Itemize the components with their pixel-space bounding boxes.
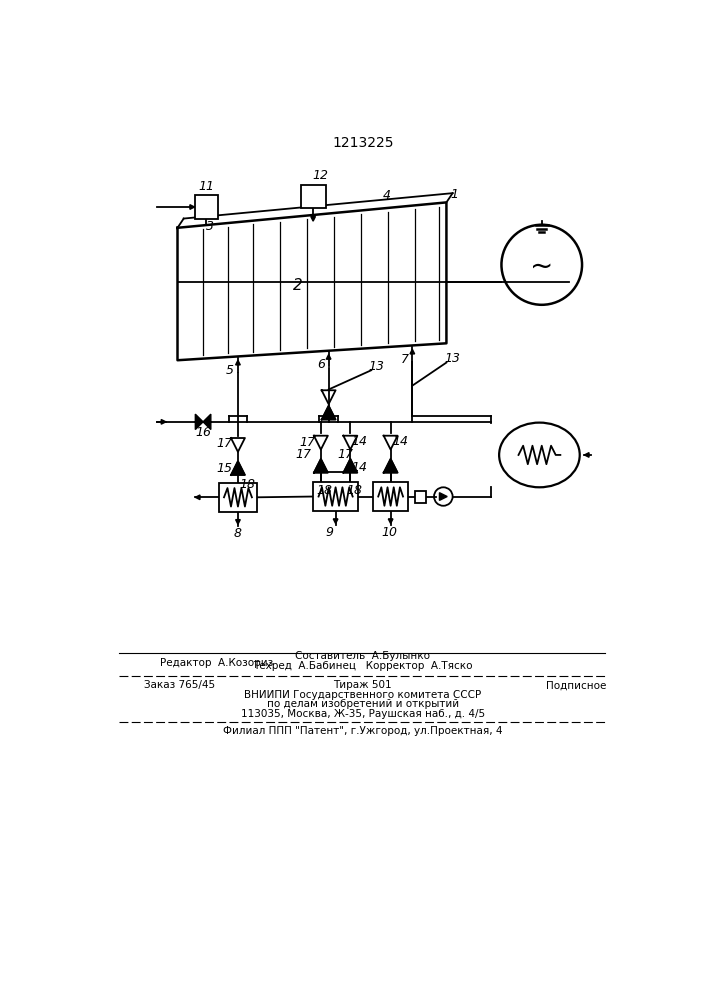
Polygon shape — [314, 459, 328, 473]
Text: 12: 12 — [313, 169, 329, 182]
Text: 10: 10 — [381, 526, 397, 539]
Text: Заказ 765/45: Заказ 765/45 — [144, 680, 216, 690]
Bar — [194, 195, 218, 219]
Text: Составитель  А.Булынко: Составитель А.Булынко — [296, 651, 431, 661]
Bar — [373, 482, 409, 511]
Polygon shape — [203, 414, 211, 430]
Polygon shape — [410, 349, 414, 354]
Text: 11: 11 — [198, 180, 214, 193]
Text: 1213225: 1213225 — [332, 136, 394, 150]
Polygon shape — [384, 459, 397, 473]
Text: 14: 14 — [392, 435, 408, 448]
Polygon shape — [585, 453, 589, 457]
Polygon shape — [161, 420, 166, 424]
Polygon shape — [231, 461, 245, 475]
Polygon shape — [235, 360, 240, 365]
Text: 17: 17 — [216, 437, 232, 450]
Bar — [300, 185, 325, 208]
Text: ~: ~ — [530, 252, 554, 280]
Text: Филиал ППП "Патент", г.Ужгород, ул.Проектная, 4: Филиал ППП "Патент", г.Ужгород, ул.Проек… — [223, 726, 503, 736]
Polygon shape — [322, 406, 336, 420]
Polygon shape — [195, 495, 200, 500]
Text: 8: 8 — [234, 527, 242, 540]
Text: Подписное: Подписное — [546, 680, 606, 690]
Text: 4: 4 — [382, 189, 391, 202]
Polygon shape — [311, 217, 315, 221]
Text: Техред  А.Бабинец   Корректор  А.Тяско: Техред А.Бабинец Корректор А.Тяско — [253, 661, 472, 671]
Text: Редактор  А.Козориз: Редактор А.Козориз — [160, 658, 273, 668]
Text: 15: 15 — [216, 462, 232, 475]
Text: 113035, Москва, Ж-35, Раушская наб., д. 4/5: 113035, Москва, Ж-35, Раушская наб., д. … — [240, 709, 485, 719]
Polygon shape — [388, 519, 393, 523]
Text: 18: 18 — [317, 484, 333, 497]
Text: 14: 14 — [351, 461, 368, 474]
Text: 17: 17 — [296, 448, 312, 461]
Bar — [313, 482, 358, 511]
Text: 3: 3 — [206, 220, 214, 233]
Text: ВНИИПИ Государственного комитета СССР: ВНИИПИ Государственного комитета СССР — [244, 690, 481, 700]
Polygon shape — [235, 520, 240, 524]
Polygon shape — [440, 493, 448, 500]
Text: по делам изобретений и открытий: по делам изобретений и открытий — [267, 699, 459, 709]
Bar — [218, 483, 257, 512]
Text: 17: 17 — [338, 448, 354, 461]
Text: 14: 14 — [351, 435, 368, 448]
Text: 9: 9 — [325, 526, 334, 539]
Text: 17: 17 — [299, 436, 315, 449]
Text: 13: 13 — [368, 360, 385, 373]
Bar — [414, 491, 426, 503]
Text: 1: 1 — [450, 188, 458, 201]
Text: 16: 16 — [195, 426, 211, 439]
Text: 6: 6 — [317, 358, 325, 371]
Text: 18: 18 — [239, 478, 255, 491]
Polygon shape — [327, 355, 331, 359]
Polygon shape — [333, 519, 338, 523]
Text: 2: 2 — [293, 278, 303, 293]
Text: 7: 7 — [401, 353, 409, 366]
Text: 18: 18 — [346, 484, 362, 497]
Polygon shape — [344, 459, 357, 473]
Text: 5: 5 — [226, 364, 234, 377]
Polygon shape — [190, 205, 194, 209]
Text: 13: 13 — [445, 352, 461, 365]
Text: Тираж 501: Тираж 501 — [334, 680, 392, 690]
Polygon shape — [195, 414, 203, 430]
